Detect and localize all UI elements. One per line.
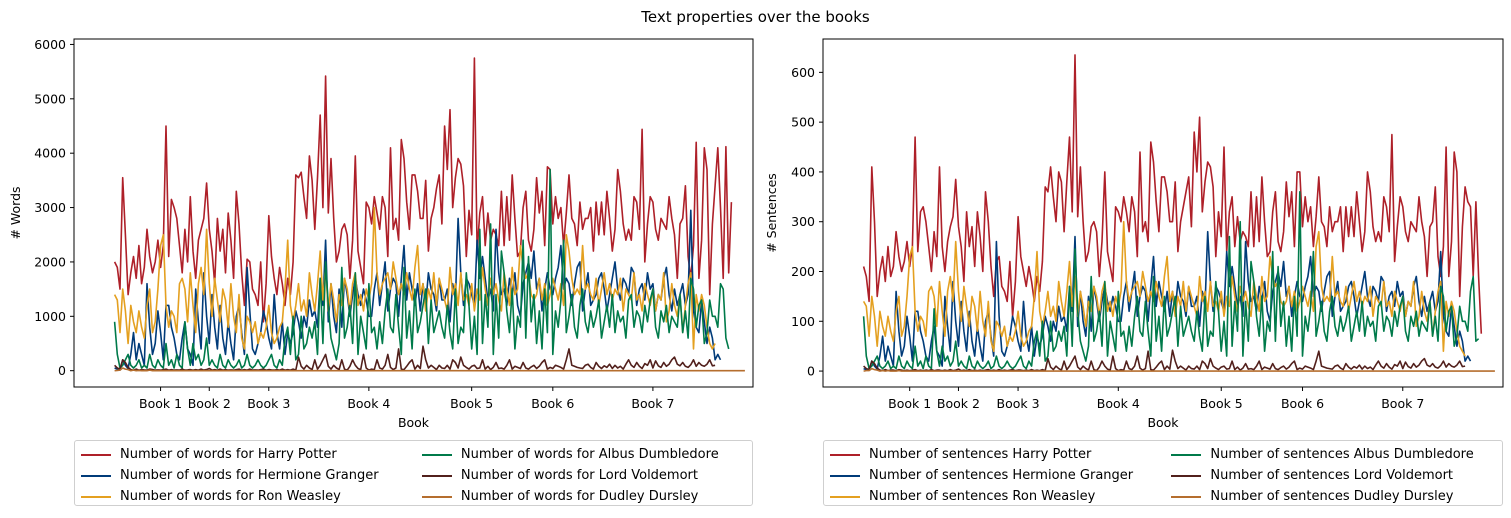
legend-label: Number of words for Albus Dumbledore: [460, 447, 719, 462]
chart-panel-sentences: 0 100 200 300 400 500 600 Book 1 Book 2 Book 3 Boo…: [764, 38, 1504, 430]
series-line-sentences-4: [863, 349, 1466, 372]
legend-swatch: [81, 453, 111, 456]
legend-label: Number of words for Ron Weasley: [120, 489, 341, 504]
legend-label: Number of sentences Harry Potter: [869, 447, 1092, 462]
figure-suptitle: Text properties over the books: [641, 8, 870, 26]
legend-swatch: [830, 474, 860, 477]
y-axis-label-sentences: # Sentences: [764, 173, 779, 253]
x-tick-label-words: Book 5: [450, 396, 493, 411]
legend-item-words: Number of words for Hermione Granger: [81, 465, 406, 486]
x-tick-label-words: Book 6: [531, 396, 574, 411]
x-tick-label-words: Book 2: [188, 396, 231, 411]
series-line-words-0: [113, 57, 733, 323]
x-tick-label-sentences: Book 6: [1281, 396, 1324, 411]
legend-item-words: Number of words for Ron Weasley: [81, 486, 406, 507]
y-axis-label-words: # Words: [8, 186, 23, 239]
x-axis-label-words: Book: [398, 415, 430, 430]
y-tick-label-words: 2000: [34, 254, 66, 269]
series-line-words-3: [113, 168, 730, 369]
legend-label: Number of sentences Dudley Dursley: [1210, 489, 1454, 504]
y-tick-label-sentences: 600: [791, 65, 815, 80]
axes-frame-sentences: [822, 38, 1504, 388]
legend-item-sentences: Number of sentences Ron Weasley: [830, 486, 1155, 507]
legend-label: Number of sentences Ron Weasley: [869, 489, 1096, 504]
axes-frame-words: [73, 38, 754, 388]
series-line-sentences-5: [863, 367, 1495, 372]
legend-item-sentences: Number of sentences Harry Potter: [830, 444, 1155, 465]
legend-item-sentences: Number of sentences Albus Dumbledore: [1171, 444, 1496, 465]
legend-swatch: [81, 495, 111, 498]
legend-label: Number of words for Lord Voldemort: [460, 468, 698, 483]
y-tick-label-sentences: 400: [791, 164, 815, 179]
y-tick-label-sentences: 200: [791, 264, 815, 279]
legend-swatch: [1171, 453, 1202, 456]
x-axis-label-sentences: Book: [1147, 415, 1179, 430]
series-line-words-1: [114, 209, 722, 371]
series-line-words-5: [114, 367, 745, 372]
x-tick-label-words: Book 3: [247, 396, 290, 411]
series-line-sentences-0: [862, 54, 1483, 334]
x-tick-label-sentences: Book 2: [937, 396, 980, 411]
y-tick-label-sentences: 0: [807, 364, 815, 379]
legend-label: Number of words for Dudley Dursley: [460, 489, 699, 504]
x-tick-label-words: Book 4: [347, 396, 390, 411]
legend-item-words: Number of words for Lord Voldemort: [421, 465, 746, 486]
legend-swatch: [830, 453, 860, 456]
legend-item-sentences: Number of sentences Dudley Dursley: [1171, 486, 1496, 507]
x-tick-label-sentences: Book 4: [1097, 396, 1140, 411]
legend-label: Number of words for Hermione Granger: [120, 468, 379, 483]
legend-item-words: Number of words for Dudley Dursley: [421, 486, 746, 507]
series-line-sentences-3: [862, 191, 1480, 370]
legend-label: Number of sentences Lord Voldemort: [1210, 468, 1454, 483]
legend-label: Number of sentences Albus Dumbledore: [1210, 447, 1474, 462]
series-line-words-4: [114, 345, 716, 371]
legend-label: Number of sentences Hermione Granger: [869, 468, 1134, 483]
legend-item-sentences: Number of sentences Hermione Granger: [830, 465, 1155, 486]
x-tick-label-sentences: Book 5: [1200, 396, 1243, 411]
y-tick-label-words: 1000: [34, 309, 66, 324]
y-tick-label-words: 3000: [34, 200, 66, 215]
y-tick-label-words: 0: [58, 363, 66, 378]
x-tick-label-sentences: Book 3: [997, 396, 1040, 411]
x-tick-label-words: Book 1: [139, 396, 182, 411]
y-tick-label-words: 5000: [34, 91, 66, 106]
chart-panel-words: 0 1000 2000 3000 4000 5000 6000 Book 1 Book 2 Boo…: [8, 37, 754, 430]
x-tick-label-sentences: Book 7: [1381, 396, 1424, 411]
legend-swatch: [1171, 495, 1202, 498]
legend-swatch: [421, 474, 452, 477]
y-tick-label-words: 6000: [34, 37, 66, 52]
legend-words: Number of words for Harry Potter Number o…: [74, 440, 753, 506]
series-line-words-2: [113, 206, 716, 350]
y-tick-label-sentences: 100: [791, 314, 815, 329]
x-tick-label-sentences: Book 1: [888, 396, 931, 411]
y-tick-label-words: 4000: [34, 146, 66, 161]
x-tick-label-words: Book 7: [631, 396, 674, 411]
series-line-sentences-2: [862, 220, 1466, 357]
legend-item-sentences: Number of sentences Lord Voldemort: [1171, 465, 1496, 486]
y-tick-label-sentences: 300: [791, 214, 815, 229]
legend-swatch: [421, 453, 452, 456]
legend-item-words: Number of words for Albus Dumbledore: [421, 444, 746, 465]
y-tick-label-sentences: 500: [791, 115, 815, 130]
series-line-sentences-1: [863, 230, 1472, 371]
legend-sentences: Number of sentences Harry Potter Number o…: [823, 440, 1503, 506]
legend-item-words: Number of words for Harry Potter: [81, 444, 406, 465]
legend-swatch: [81, 474, 111, 477]
legend-swatch: [1171, 474, 1202, 477]
legend-swatch: [830, 495, 860, 498]
legend-label: Number of words for Harry Potter: [120, 447, 337, 462]
legend-swatch: [421, 495, 452, 498]
